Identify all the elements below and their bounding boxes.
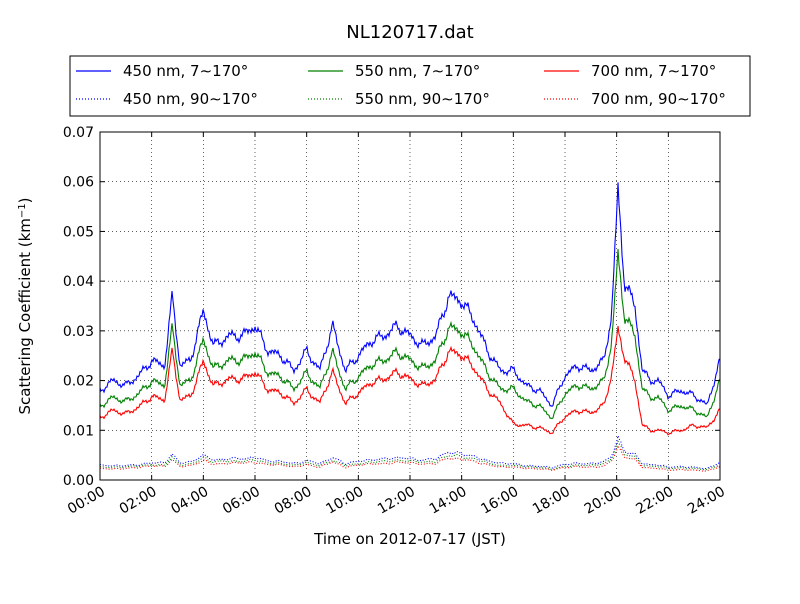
- series-line: [99, 248, 721, 420]
- series-line: [99, 325, 721, 436]
- legend: 450 nm, 7∼170° 550 nm, 7∼170° 700 nm, 7∼17…: [69, 55, 751, 117]
- y-axis-label: Scattering Coefficient (km−1): [16, 197, 34, 414]
- legend-label: 450 nm, 90∼170°: [123, 90, 258, 108]
- chart-title: NL120717.dat: [346, 22, 473, 43]
- legend-label: 700 nm, 7∼170°: [591, 62, 716, 80]
- y-tick-label: 0.06: [63, 175, 94, 191]
- y-tick-label: 0.03: [63, 324, 94, 340]
- y-tick-label: 0.07: [63, 125, 94, 141]
- series-line: [99, 443, 720, 472]
- y-tick-label: 0.02: [63, 374, 94, 390]
- series-line: [99, 182, 721, 407]
- y-axis-label-exponent: −1: [17, 203, 28, 218]
- x-axis-label: Time on 2012-07-17 (JST): [313, 530, 506, 548]
- legend-label: 550 nm, 7∼170°: [355, 62, 480, 80]
- y-tick-label: 0.01: [63, 423, 94, 439]
- legend-label: 450 nm, 7∼170°: [123, 62, 248, 80]
- legend-label: 550 nm, 90∼170°: [355, 90, 490, 108]
- grid-lines: [100, 132, 720, 480]
- y-tick-label: 0.05: [63, 224, 94, 240]
- legend-frame: [69, 55, 751, 117]
- y-axis-label-main: Scattering Coefficient (km: [16, 218, 34, 414]
- series-line: [99, 433, 721, 470]
- series-line: [99, 439, 721, 471]
- legend-label: 700 nm, 90∼170°: [591, 90, 726, 108]
- y-axis-label-close: ): [16, 197, 34, 203]
- series-lines: [99, 182, 721, 472]
- y-tick-label: 0.04: [63, 274, 94, 290]
- y-tick-label: 0.00: [63, 473, 94, 489]
